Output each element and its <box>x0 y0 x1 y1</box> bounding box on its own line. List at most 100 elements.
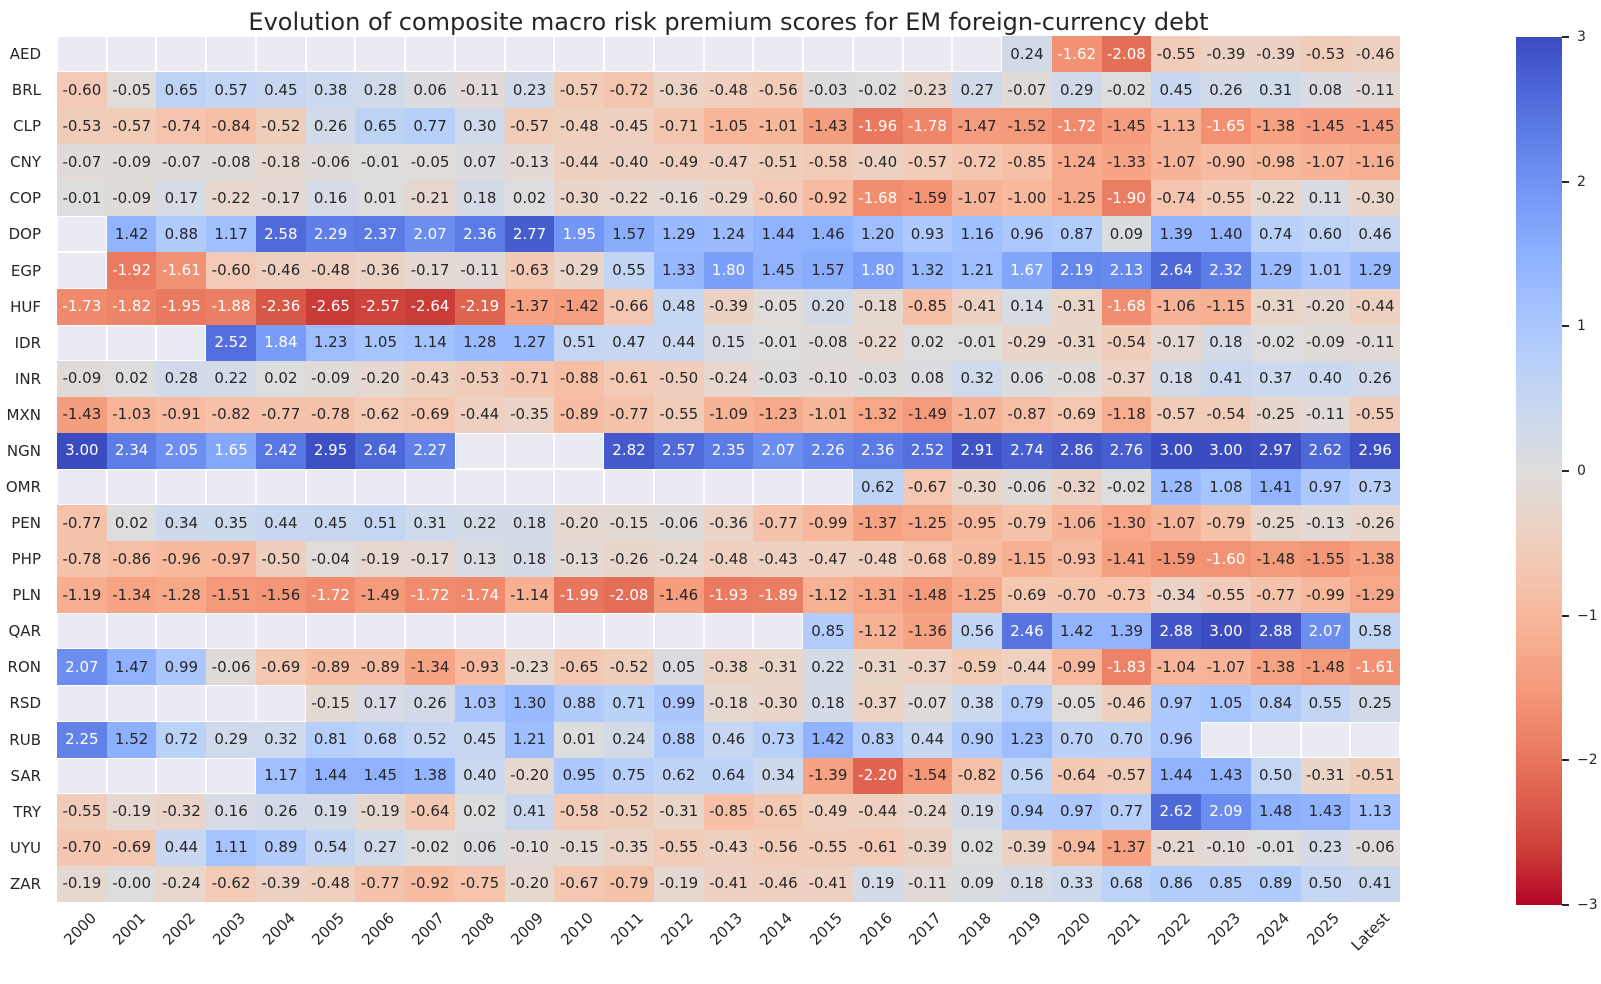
heatmap-cell: 0.41 <box>504 793 555 830</box>
cell-value: -0.79 <box>1206 513 1246 532</box>
cell-value: 0.46 <box>1358 224 1392 243</box>
heatmap-cell: -1.38 <box>1250 649 1301 686</box>
cell-value: -1.89 <box>758 585 798 604</box>
chart-title: Evolution of composite macro risk premiu… <box>248 8 1209 36</box>
heatmap-cell: -0.36 <box>355 252 406 289</box>
cell-value: 2.82 <box>612 441 646 460</box>
cell-value: 1.16 <box>960 224 994 243</box>
heatmap-cell: 0.75 <box>604 757 654 794</box>
cell-value: -0.01 <box>1256 838 1296 857</box>
heatmap-cell: -1.09 <box>703 396 754 433</box>
cell-value: -0.01 <box>758 333 798 352</box>
cell-value: -0.50 <box>261 549 301 568</box>
cell-value: -0.55 <box>659 838 699 857</box>
cell-value: -0.45 <box>609 116 649 135</box>
cell-value: 0.34 <box>761 766 795 785</box>
cell-value: 1.39 <box>1159 224 1193 243</box>
cell-value: -0.31 <box>1057 333 1097 352</box>
heatmap-cell: -0.20 <box>1300 288 1351 325</box>
cell-value: -0.52 <box>261 116 301 135</box>
heatmap-cell: -0.07 <box>156 144 207 181</box>
heatmap-cell: -2.20 <box>852 757 903 794</box>
cell-value: 3.00 <box>1209 441 1243 460</box>
cell-value: 2.64 <box>1159 261 1193 280</box>
cell-value: 0.73 <box>761 730 795 749</box>
heatmap-cell: -0.53 <box>57 108 107 145</box>
heatmap-cell: 0.02 <box>255 360 306 397</box>
cell-value: 0.88 <box>164 224 199 243</box>
cell-value: -1.15 <box>1007 549 1047 568</box>
cell-value: -0.84 <box>211 116 251 135</box>
cell-value: 0.62 <box>861 477 895 496</box>
cell-value: -0.19 <box>659 874 699 893</box>
cell-value: -0.19 <box>112 802 151 821</box>
cell-value: -0.20 <box>360 369 400 388</box>
cell-value: 1.14 <box>413 333 447 352</box>
heatmap-cell: 1.30 <box>504 685 555 722</box>
heatmap-cell: -0.44 <box>554 144 605 181</box>
cell-value: 1.42 <box>811 730 845 749</box>
cell-value: -0.13 <box>559 549 599 568</box>
heatmap-cell: 1.43 <box>1300 793 1351 830</box>
cell-value: 1.17 <box>264 766 298 785</box>
cell-value: -0.22 <box>211 188 251 207</box>
cell-value: -0.32 <box>1057 477 1097 496</box>
heatmap-cell: 0.29 <box>1051 72 1102 109</box>
heatmap-cell: 2.58 <box>255 216 306 253</box>
cell-value: 2.76 <box>1109 441 1144 460</box>
heatmap-cell: -0.25 <box>1250 396 1301 433</box>
heatmap-cell: -1.29 <box>1350 577 1400 614</box>
cell-value: -0.48 <box>709 80 748 99</box>
cell-value: -0.26 <box>1355 513 1395 532</box>
cell-value: 1.17 <box>214 224 248 243</box>
heatmap-cell: -0.78 <box>57 541 107 578</box>
cell-value: 0.68 <box>1109 874 1144 893</box>
cell-value: 0.26 <box>264 802 298 821</box>
cell-value: -0.77 <box>609 405 649 424</box>
cell-value: 0.19 <box>861 874 895 893</box>
cell-value: 0.45 <box>1159 80 1193 99</box>
heatmap-cell: 3.00 <box>1201 613 1251 650</box>
cell-value: 0.07 <box>463 152 497 171</box>
cell-value: -0.60 <box>758 188 798 207</box>
heatmap-cell: 0.38 <box>952 685 1003 722</box>
cell-value: -0.44 <box>1007 657 1047 676</box>
cell-value: -1.06 <box>1057 513 1097 532</box>
heatmap-cell: 0.16 <box>305 180 356 217</box>
cell-value: -0.96 <box>161 549 201 568</box>
heatmap-cell: -0.99 <box>803 505 853 542</box>
cell-value: -1.55 <box>1305 549 1345 568</box>
cell-value: 0.95 <box>562 766 596 785</box>
heatmap-cell: 0.27 <box>355 829 406 866</box>
heatmap-cell: 0.02 <box>106 360 157 397</box>
heatmap-cell: -0.00 <box>106 865 157 902</box>
heatmap-cell: -1.42 <box>554 288 605 325</box>
cell-value: -0.35 <box>609 838 649 857</box>
heatmap-cell: -1.54 <box>902 757 953 794</box>
cell-value: 1.95 <box>562 224 596 243</box>
cell-value: -0.73 <box>1107 585 1146 604</box>
cell-value: -2.36 <box>261 297 301 316</box>
cell-value: 2.91 <box>960 441 994 460</box>
y-tick-label: NGN <box>6 441 41 460</box>
cell-value: -0.07 <box>1007 80 1047 99</box>
cell-value: -0.31 <box>758 657 798 676</box>
heatmap-cell: -0.55 <box>1201 577 1251 614</box>
y-tick-label: AED <box>9 45 41 64</box>
cell-value: -1.78 <box>908 116 947 135</box>
x-tick-label: 2000 <box>59 909 100 949</box>
cell-value: 1.44 <box>1159 766 1193 785</box>
x-tick-label: 2006 <box>358 909 399 949</box>
heatmap-cell: -0.09 <box>57 360 107 397</box>
heatmap-cell: -1.92 <box>106 252 157 289</box>
heatmap-cell: 2.91 <box>952 432 1003 469</box>
heatmap-cell: -0.36 <box>703 505 754 542</box>
heatmap-cell: -0.31 <box>1051 288 1102 325</box>
heatmap-cell: -2.36 <box>255 288 306 325</box>
heatmap-cell: -0.23 <box>902 72 953 109</box>
cell-value: -0.31 <box>1305 766 1345 785</box>
heatmap-cell: -1.45 <box>1101 108 1152 145</box>
cell-value: -0.55 <box>62 802 102 821</box>
cell-value: -0.71 <box>659 116 699 135</box>
x-tick-label: 2012 <box>656 909 697 949</box>
